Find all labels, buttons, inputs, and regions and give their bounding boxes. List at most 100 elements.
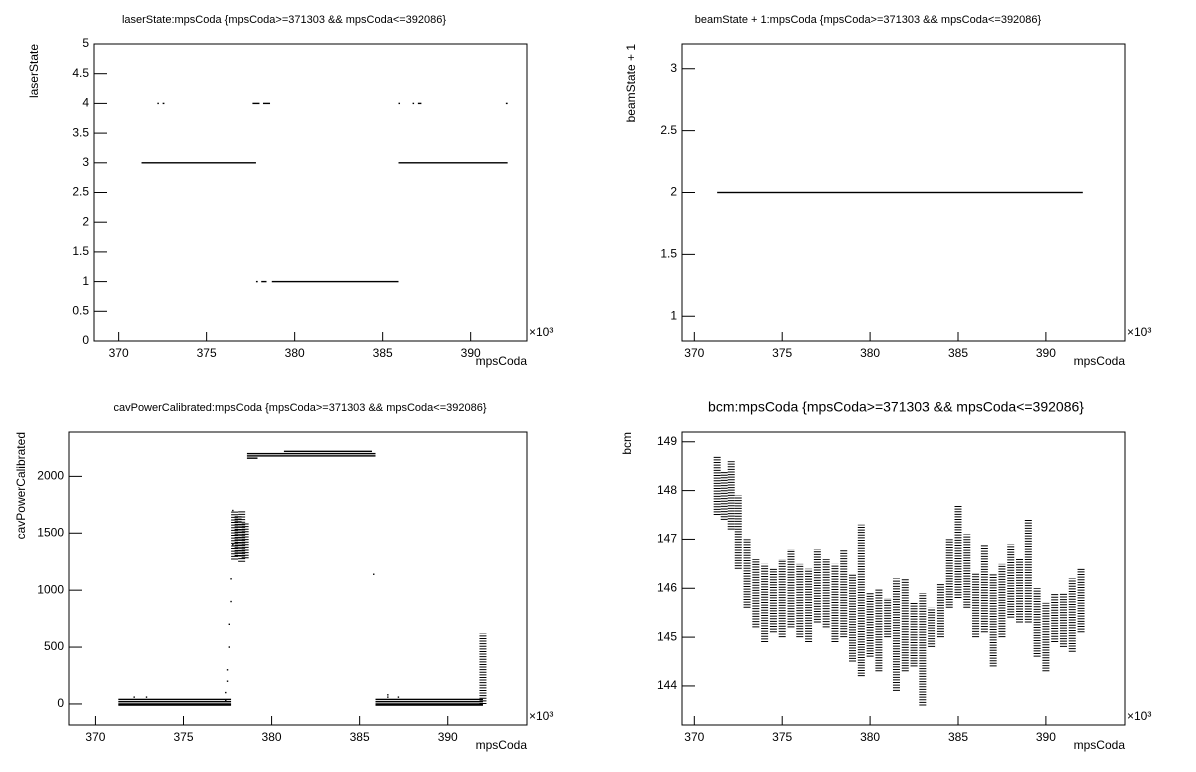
point-run <box>261 280 267 283</box>
point-run <box>118 704 232 706</box>
y-tick-label: 1500 <box>37 525 64 539</box>
y-tick-label: 148 <box>657 483 677 497</box>
point-run <box>157 102 159 105</box>
plot-frame <box>68 431 528 726</box>
point <box>225 691 227 694</box>
point-run <box>118 700 232 703</box>
point <box>397 696 400 698</box>
point <box>228 646 230 648</box>
x-tick-label: 370 <box>684 730 704 744</box>
y-tick-label: 3 <box>82 155 89 169</box>
x-tick-label: 380 <box>860 730 880 744</box>
y-tick-label: 1.5 <box>660 247 677 261</box>
x-tick-label: 375 <box>772 346 792 360</box>
y-tick-label: 2 <box>82 214 89 228</box>
y-tick-label: 2 <box>670 185 677 199</box>
point-run <box>246 457 258 459</box>
y-tick-label: 3 <box>670 61 677 75</box>
point <box>373 573 375 575</box>
point <box>225 699 227 702</box>
point <box>232 543 234 546</box>
y-tick-label: 145 <box>657 629 677 643</box>
point-run <box>262 102 271 105</box>
x-tick-label: 390 <box>1036 730 1056 744</box>
x-multiplier: ×10³ <box>1127 325 1151 339</box>
x-tick-label: 375 <box>772 730 792 744</box>
point-run <box>252 102 260 105</box>
x-tick-label: 370 <box>85 730 105 744</box>
y-tick-label: 0 <box>82 333 89 347</box>
y-tick-label: 1 <box>82 274 89 288</box>
point <box>228 623 230 625</box>
chart-title: beamState + 1:mpsCoda {mpsCoda>=371303 &… <box>695 14 1042 26</box>
point-run <box>162 102 165 105</box>
x-axis-label: mpsCoda <box>476 354 528 368</box>
x-multiplier: ×10³ <box>529 709 553 723</box>
point <box>230 600 232 603</box>
y-tick-label: 2000 <box>37 469 64 483</box>
point <box>226 680 229 682</box>
point-run <box>417 102 422 105</box>
y-tick-label: 1000 <box>37 582 64 596</box>
y-tick-label: 5 <box>82 36 89 50</box>
y-axis-label: laserState <box>27 44 41 98</box>
point-run <box>141 162 256 164</box>
point <box>145 696 148 698</box>
x-tick-label: 380 <box>860 346 880 360</box>
point-run <box>246 452 376 455</box>
x-axis-label: mpsCoda <box>476 738 528 752</box>
chart-title: laserState:mpsCoda {mpsCoda>=371303 && m… <box>122 14 446 26</box>
y-tick-label: 147 <box>657 532 677 546</box>
chart-title: cavPowerCalibrated:mpsCoda {mpsCoda>=371… <box>113 402 486 414</box>
y-axis-label: beamState + 1 <box>624 44 638 123</box>
x-axis-label: mpsCoda <box>1074 354 1126 368</box>
x-tick-label: 370 <box>109 346 129 360</box>
x-tick-label: 385 <box>350 730 370 744</box>
y-tick-label: 500 <box>44 639 64 653</box>
point <box>387 694 389 696</box>
point-run <box>283 450 372 453</box>
x-tick-label: 385 <box>948 346 968 360</box>
point-run <box>118 703 232 705</box>
x-tick-label: 375 <box>197 346 217 360</box>
point-run <box>375 704 483 706</box>
y-tick-label: 4.5 <box>72 66 89 80</box>
y-tick-label: 146 <box>657 580 677 594</box>
x-tick-label: 385 <box>948 730 968 744</box>
point-run <box>412 102 415 105</box>
y-tick-label: 2.5 <box>660 123 677 137</box>
y-tick-label: 144 <box>657 678 677 692</box>
y-tick-label: 0 <box>57 696 64 710</box>
point <box>232 509 234 512</box>
point-run <box>398 102 401 105</box>
x-tick-label: 380 <box>285 346 305 360</box>
y-axis-label: bcm <box>620 432 634 455</box>
point-run <box>717 191 1083 194</box>
y-tick-label: 1 <box>670 308 677 322</box>
y-tick-label: 4 <box>82 96 89 110</box>
x-tick-label: 370 <box>684 346 704 360</box>
x-tick-label: 375 <box>173 730 193 744</box>
x-tick-label: 390 <box>461 346 481 360</box>
point-run <box>246 455 376 457</box>
y-tick-label: 149 <box>657 434 677 448</box>
point <box>226 669 229 671</box>
y-axis-label: cavPowerCalibrated <box>14 432 28 539</box>
y-tick-label: 2.5 <box>72 185 89 199</box>
point <box>230 578 232 580</box>
x-tick-label: 390 <box>1036 346 1056 360</box>
x-tick-label: 390 <box>438 730 458 744</box>
point-run <box>398 162 508 164</box>
point-run <box>118 698 232 701</box>
point-run <box>375 698 483 701</box>
point-run <box>255 280 258 283</box>
x-axis-label: mpsCoda <box>1074 738 1126 752</box>
x-tick-label: 380 <box>262 730 282 744</box>
x-tick-label: 385 <box>373 346 393 360</box>
point-run <box>271 280 399 283</box>
y-tick-label: 1.5 <box>72 244 89 258</box>
point-run <box>505 102 508 105</box>
x-multiplier: ×10³ <box>1127 709 1151 723</box>
